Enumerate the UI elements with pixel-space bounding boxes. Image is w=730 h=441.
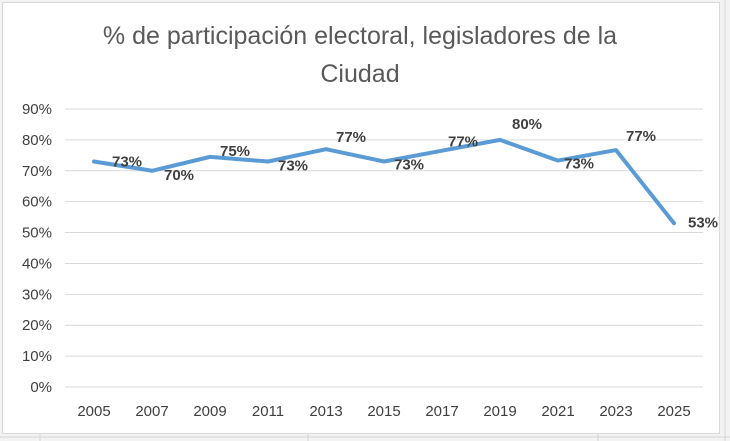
x-tick-label: 2017 (425, 403, 458, 420)
data-label: 73% (112, 154, 142, 171)
x-tick-label: 2009 (193, 403, 226, 420)
x-tick-label: 2007 (135, 403, 168, 420)
chart-area[interactable] (2, 2, 720, 434)
x-tick-label: 2005 (77, 403, 110, 420)
y-tick-label: 70% (22, 163, 52, 180)
data-label: 73% (394, 157, 424, 174)
x-tick-label: 2011 (252, 403, 284, 420)
data-label: 77% (336, 129, 366, 146)
y-tick-label: 50% (22, 225, 52, 242)
x-tick-label: 2023 (599, 403, 632, 420)
y-tick-label: 60% (22, 194, 52, 211)
y-tick-label: 0% (30, 379, 52, 396)
chart-title: % de participación electoral, legislador… (102, 22, 618, 88)
x-tick-label: 2021 (541, 403, 574, 420)
x-tick-label: 2019 (483, 403, 516, 420)
x-tick-label: 2025 (657, 403, 690, 420)
y-tick-label: 80% (22, 132, 52, 149)
data-label: 80% (512, 116, 542, 133)
x-tick-label: 2013 (309, 403, 342, 420)
x-tick-label: 2015 (367, 403, 400, 420)
data-label: 77% (448, 134, 478, 151)
data-label: 77% (626, 128, 656, 145)
y-tick-label: 30% (22, 286, 52, 303)
data-label: 75% (220, 143, 250, 160)
data-label: 73% (278, 158, 308, 175)
data-label: 70% (164, 167, 194, 184)
y-tick-label: 40% (22, 255, 52, 272)
data-label: 53% (688, 214, 718, 231)
series-line (92, 137, 676, 226)
y-tick-label: 90% (22, 101, 52, 118)
y-tick-label: 10% (22, 348, 52, 365)
data-label: 73% (564, 156, 594, 173)
y-tick-label: 20% (22, 317, 52, 334)
